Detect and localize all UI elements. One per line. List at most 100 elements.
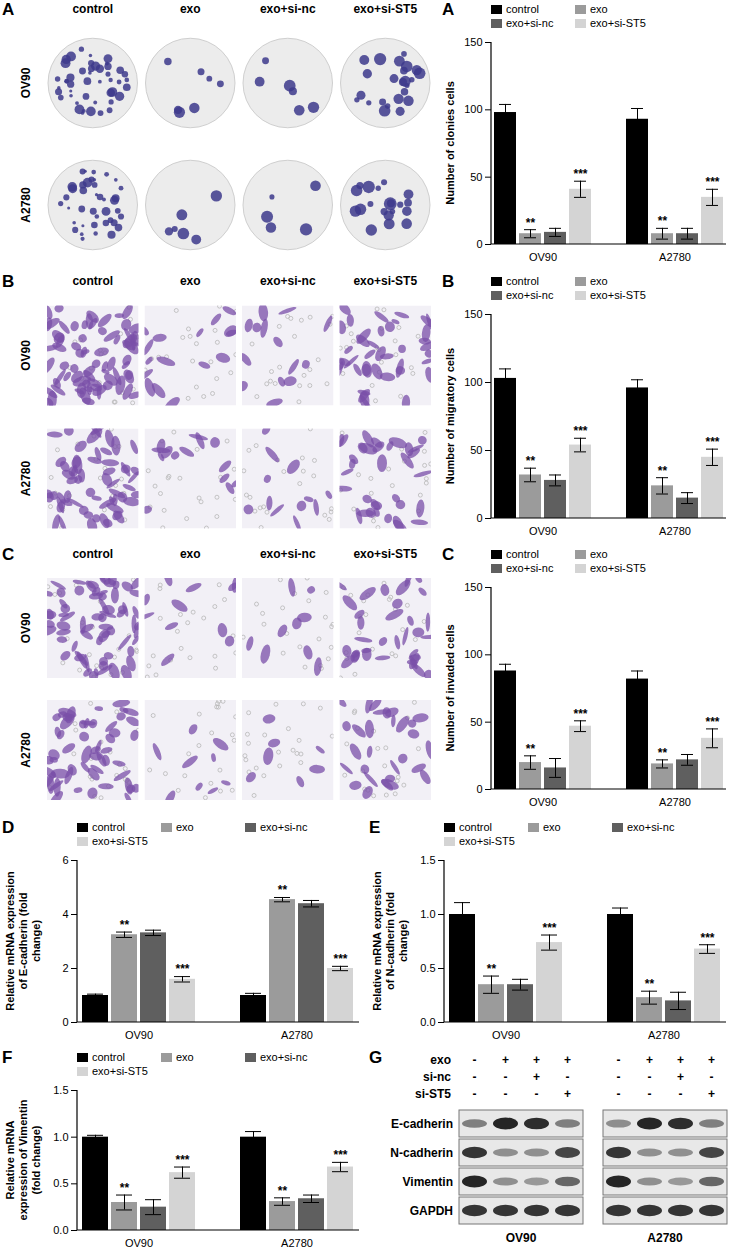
svg-text:-: -: [504, 1070, 508, 1084]
svg-text:0.0: 0.0: [53, 1224, 68, 1236]
svg-text:change): change): [397, 920, 409, 963]
svg-text:N-cadherin: N-cadherin: [390, 1146, 453, 1160]
svg-text:A2780: A2780: [648, 1029, 680, 1041]
svg-text:+: +: [533, 1070, 540, 1084]
svg-text:A2780: A2780: [281, 1237, 313, 1249]
svg-text:+: +: [533, 1053, 540, 1067]
svg-text:OV90: OV90: [492, 1029, 520, 1041]
svg-text:+: +: [502, 1053, 509, 1067]
svg-text:Number of clonies cells: Number of clonies cells: [444, 81, 456, 204]
svg-text:change): change): [30, 920, 42, 963]
svg-text:exo+si-ST5: exo+si-ST5: [353, 547, 417, 561]
svg-text:-: -: [648, 1087, 652, 1101]
svg-text:**: **: [658, 464, 668, 478]
svg-text:+: +: [708, 1087, 715, 1101]
svg-text:**: **: [645, 977, 655, 991]
svg-text:***: ***: [333, 1148, 347, 1162]
svg-text:**: **: [526, 216, 536, 230]
svg-text:exo+si-nc: exo+si-nc: [260, 2, 316, 16]
svg-text:0: 0: [476, 512, 482, 524]
svg-text:***: ***: [700, 931, 714, 945]
svg-text:expression of Vimentin: expression of Vimentin: [17, 1099, 29, 1220]
svg-text:-: -: [566, 1070, 570, 1084]
svg-text:100: 100: [464, 376, 482, 388]
svg-text:**: **: [278, 883, 288, 897]
svg-text:***: ***: [333, 952, 347, 966]
svg-text:(fold change): (fold change): [30, 1125, 42, 1194]
svg-text:A2780: A2780: [19, 187, 33, 223]
svg-text:**: **: [526, 454, 536, 468]
svg-text:Number of migratory cells: Number of migratory cells: [444, 348, 456, 484]
svg-text:***: ***: [705, 435, 719, 449]
svg-text:A2780: A2780: [647, 1231, 683, 1245]
svg-text:A2780: A2780: [659, 525, 691, 537]
svg-text:+: +: [677, 1053, 684, 1067]
svg-text:exo: exo: [180, 2, 201, 16]
svg-text:***: ***: [542, 921, 556, 935]
svg-text:of N-cadherin (fold: of N-cadherin (fold: [384, 892, 396, 990]
svg-text:-: -: [617, 1070, 621, 1084]
svg-text:**: **: [278, 1184, 288, 1198]
svg-text:50: 50: [470, 716, 482, 728]
svg-text:Relative mRNA expression: Relative mRNA expression: [371, 871, 383, 1011]
svg-text:OV90: OV90: [529, 251, 557, 263]
svg-text:A2780: A2780: [659, 796, 691, 808]
svg-text:150: 150: [464, 308, 482, 320]
svg-text:si-nc: si-nc: [423, 1070, 451, 1084]
svg-text:**: **: [120, 918, 130, 932]
svg-text:A2780: A2780: [19, 461, 33, 497]
svg-text:150: 150: [464, 581, 482, 593]
svg-text:1.5: 1.5: [420, 854, 435, 866]
svg-text:Vimentin: Vimentin: [403, 1175, 453, 1189]
svg-text:0: 0: [62, 1016, 68, 1028]
svg-text:A2780: A2780: [281, 1029, 313, 1041]
svg-text:GAPDH: GAPDH: [410, 1204, 453, 1218]
svg-text:1.0: 1.0: [53, 1131, 68, 1143]
svg-text:1.5: 1.5: [53, 1084, 68, 1096]
svg-text:+: +: [646, 1053, 653, 1067]
svg-text:6: 6: [62, 854, 68, 866]
svg-text:2: 2: [62, 962, 68, 974]
svg-text:+: +: [564, 1053, 571, 1067]
svg-text:0.0: 0.0: [420, 1016, 435, 1028]
svg-text:**: **: [658, 746, 668, 760]
svg-text:***: ***: [573, 707, 587, 721]
svg-text:-: -: [473, 1053, 477, 1067]
svg-text:Relative mRNA expression: Relative mRNA expression: [4, 871, 16, 1011]
svg-text:-: -: [473, 1070, 477, 1084]
svg-text:+: +: [564, 1087, 571, 1101]
svg-text:OV90: OV90: [529, 796, 557, 808]
svg-text:+: +: [708, 1053, 715, 1067]
svg-text:0: 0: [476, 238, 482, 250]
svg-text:4: 4: [62, 908, 68, 920]
svg-text:of E-cadherin (fold: of E-cadherin (fold: [17, 892, 29, 989]
svg-text:-: -: [535, 1087, 539, 1101]
svg-text:exo: exo: [430, 1053, 451, 1067]
svg-text:***: ***: [175, 962, 189, 976]
svg-text:***: ***: [175, 1153, 189, 1167]
svg-text:exo+si-ST5: exo+si-ST5: [353, 274, 417, 288]
svg-text:-: -: [617, 1053, 621, 1067]
svg-text:OV90: OV90: [19, 67, 33, 98]
svg-text:control: control: [72, 274, 113, 288]
svg-text:A2780: A2780: [19, 732, 33, 768]
svg-text:100: 100: [464, 648, 482, 660]
svg-text:1.0: 1.0: [420, 908, 435, 920]
svg-text:OV90: OV90: [529, 525, 557, 537]
svg-text:E-cadherin: E-cadherin: [391, 1117, 453, 1131]
svg-text:exo+si-ST5: exo+si-ST5: [353, 2, 417, 16]
svg-text:150: 150: [464, 36, 482, 48]
svg-text:0.5: 0.5: [420, 962, 435, 974]
svg-text:**: **: [526, 742, 536, 756]
svg-text:100: 100: [464, 103, 482, 115]
svg-text:***: ***: [705, 175, 719, 189]
svg-text:-: -: [504, 1087, 508, 1101]
svg-text:***: ***: [573, 424, 587, 438]
svg-text:OV90: OV90: [19, 612, 33, 643]
svg-text:-: -: [679, 1087, 683, 1101]
svg-text:-: -: [710, 1070, 714, 1084]
svg-text:exo: exo: [180, 274, 201, 288]
svg-text:-: -: [617, 1087, 621, 1101]
svg-text:exo+si-nc: exo+si-nc: [260, 547, 316, 561]
svg-text:**: **: [658, 214, 668, 228]
